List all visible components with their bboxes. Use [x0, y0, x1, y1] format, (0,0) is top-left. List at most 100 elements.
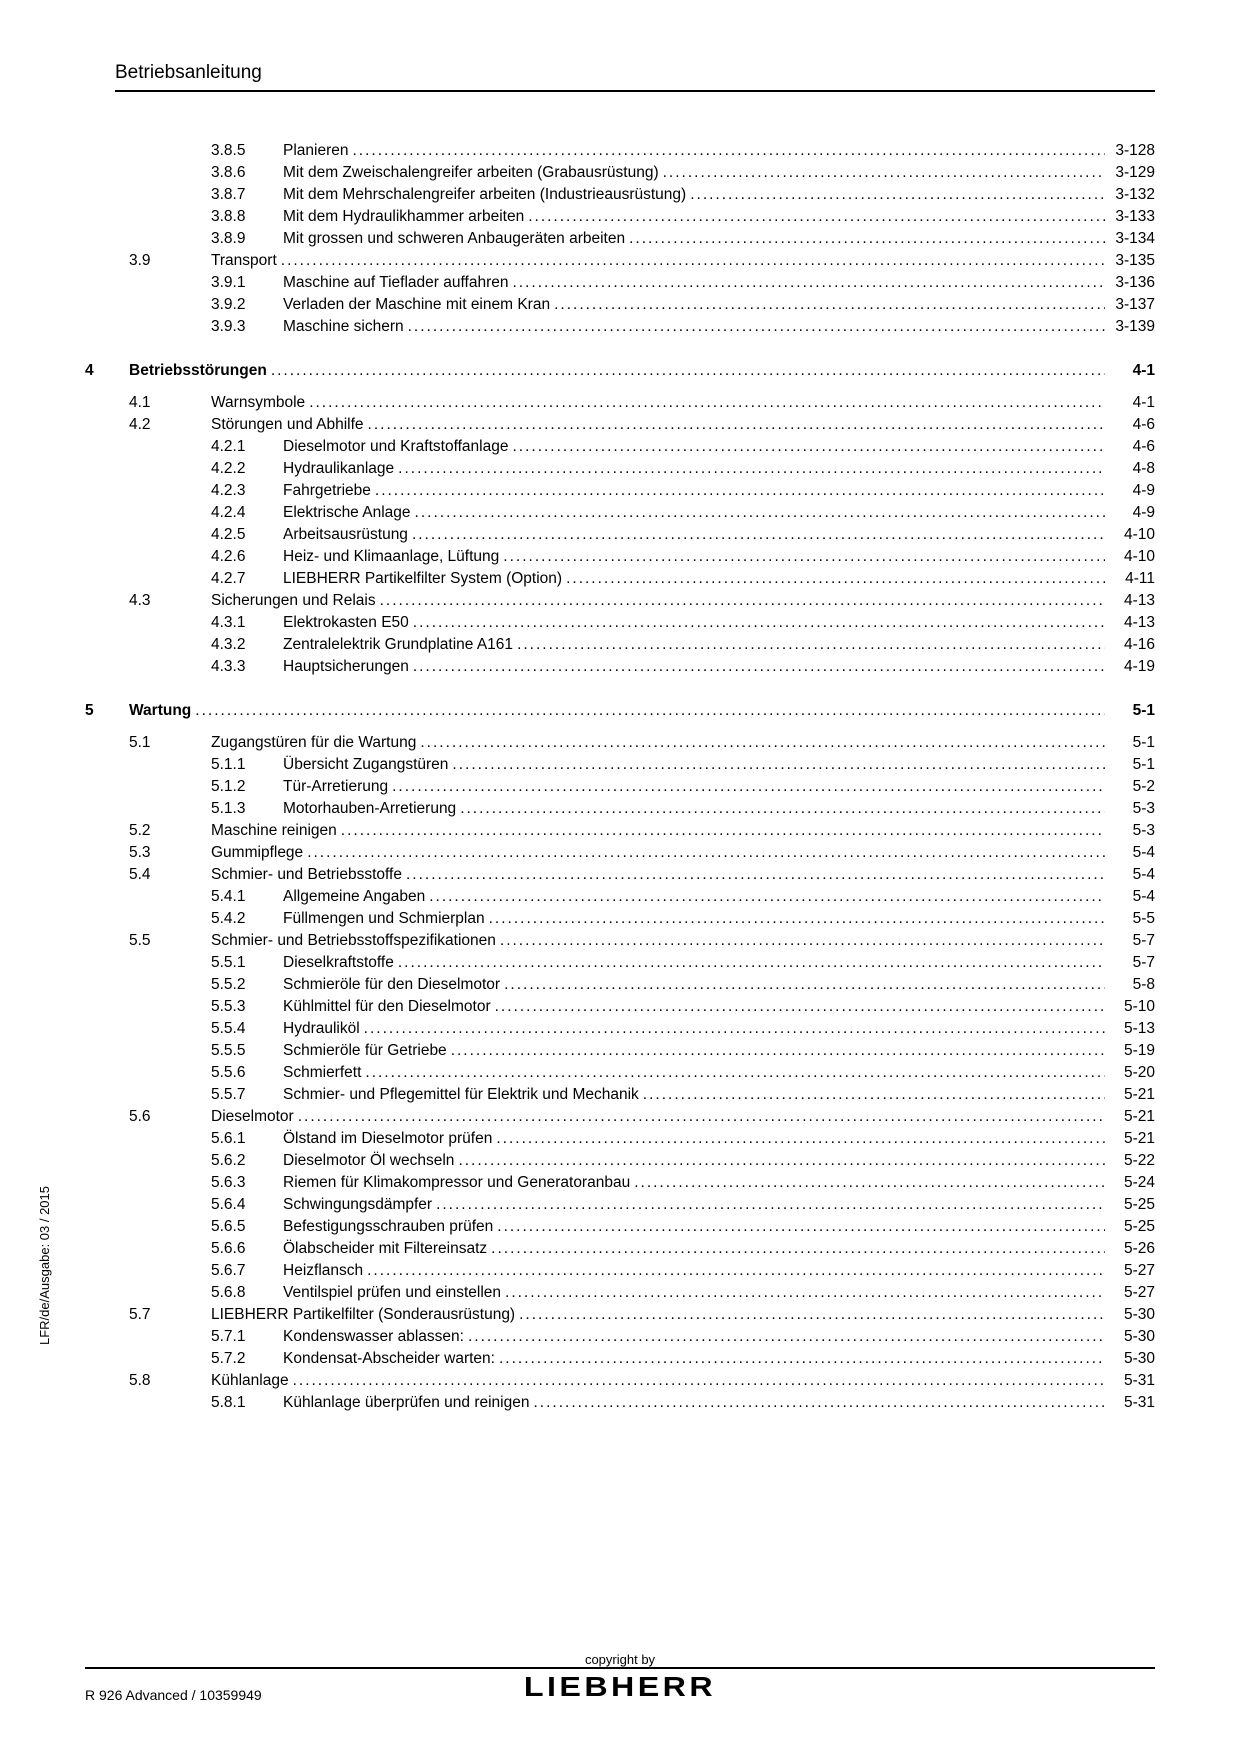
toc-text: Hydraulikanlage	[283, 458, 394, 480]
toc-row: 4.2.3Fahrgetriebe.......................…	[85, 480, 1155, 502]
toc-text: Kondensat-Abscheider warten:	[283, 1348, 495, 1370]
toc-number: 5.8.1	[211, 1392, 283, 1414]
toc-row: 4Betriebsstörungen......................…	[85, 360, 1155, 382]
toc-text: Störungen und Abhilfe	[211, 414, 364, 436]
toc-number: 5.6	[129, 1106, 211, 1128]
toc-page: 5-21	[1105, 1128, 1155, 1150]
toc-text: Mit dem Zweischalengreifer arbeiten (Gra…	[283, 162, 659, 184]
toc-text: Mit grossen und schweren Anbaugeräten ar…	[283, 228, 625, 250]
table-of-contents: 3.8.5Planieren..........................…	[85, 140, 1155, 1414]
toc-text: Dieselmotor und Kraftstoffanlage	[283, 436, 508, 458]
toc-number: 4.3.2	[211, 634, 283, 656]
toc-text: Maschine auf Tieflader auffahren	[283, 272, 508, 294]
toc-text: Ölstand im Dieselmotor prüfen	[283, 1128, 492, 1150]
toc-number: 5.7	[129, 1304, 211, 1326]
toc-page: 3-128	[1105, 140, 1155, 162]
toc-page: 4-10	[1105, 546, 1155, 568]
toc-page: 5-4	[1105, 864, 1155, 886]
toc-number: 4.2.1	[211, 436, 283, 458]
toc-text: Motorhauben-Arretierung	[283, 798, 456, 820]
toc-leader: ........................................…	[394, 458, 1105, 480]
toc-leader: ........................................…	[659, 162, 1105, 184]
toc-page: 3-134	[1105, 228, 1155, 250]
toc-page: 3-133	[1105, 206, 1155, 228]
toc-page: 5-31	[1105, 1370, 1155, 1392]
page: Betriebsanleitung 3.8.5Planieren........…	[0, 0, 1240, 1755]
toc-leader: ........................................…	[294, 1106, 1105, 1128]
toc-leader: ........................................…	[402, 864, 1105, 886]
toc-number: 5.1.3	[211, 798, 283, 820]
toc-leader: ........................................…	[454, 1150, 1105, 1172]
toc-number: 5.2	[129, 820, 211, 842]
toc-number: 4.3.3	[211, 656, 283, 678]
toc-text: LIEBHERR Partikelfilter System (Option)	[283, 568, 562, 590]
toc-text: Elektrokasten E50	[283, 612, 409, 634]
toc-number: 4	[85, 360, 129, 382]
toc-row: 5.6Dieselmotor..........................…	[85, 1106, 1155, 1128]
toc-number: 5.6.8	[211, 1282, 283, 1304]
toc-leader: ........................................…	[630, 1172, 1105, 1194]
toc-page: 5-21	[1105, 1106, 1155, 1128]
toc-number: 4.2.4	[211, 502, 283, 524]
toc-number: 5.5.5	[211, 1040, 283, 1062]
toc-row: 5.4Schmier- und Betriebsstoffe..........…	[85, 864, 1155, 886]
toc-page: 5-30	[1105, 1348, 1155, 1370]
toc-leader: ........................................…	[562, 568, 1105, 590]
toc-number: 5.5.4	[211, 1018, 283, 1040]
toc-leader: ........................................…	[625, 228, 1105, 250]
toc-text: Elektrische Anlage	[283, 502, 411, 524]
toc-row: 5.4.2Füllmengen und Schmierplan.........…	[85, 908, 1155, 930]
toc-number: 5.1.2	[211, 776, 283, 798]
toc-row: 5.5Schmier- und Betriebsstoffspezifikati…	[85, 930, 1155, 952]
toc-leader: ........................................…	[529, 1392, 1105, 1414]
toc-text: Transport	[211, 250, 277, 272]
toc-row: 5Wartung................................…	[85, 700, 1155, 722]
toc-leader: ........................................…	[409, 612, 1105, 634]
toc-page: 5-20	[1105, 1062, 1155, 1084]
toc-page: 5-5	[1105, 908, 1155, 930]
toc-text: Riemen für Klimakompressor und Generator…	[283, 1172, 630, 1194]
toc-number: 5.4.1	[211, 886, 283, 908]
toc-page: 4-1	[1105, 392, 1155, 414]
toc-number: 4.2.2	[211, 458, 283, 480]
toc-row: 4.2.4Elektrische Anlage.................…	[85, 502, 1155, 524]
toc-page: 4-11	[1105, 568, 1155, 590]
toc-page: 5-24	[1105, 1172, 1155, 1194]
toc-text: Allgemeine Angaben	[283, 886, 425, 908]
toc-leader: ........................................…	[305, 392, 1105, 414]
toc-row: 5.5.3Kühlmittel für den Dieselmotor.....…	[85, 996, 1155, 1018]
toc-number: 3.8.7	[211, 184, 283, 206]
toc-row: 4.3.3Hauptsicherungen...................…	[85, 656, 1155, 678]
toc-leader: ........................................…	[411, 502, 1105, 524]
toc-number: 4.1	[129, 392, 211, 414]
toc-text: Befestigungsschrauben prüfen	[283, 1216, 493, 1238]
toc-leader: ........................................…	[464, 1326, 1105, 1348]
toc-leader: ........................................…	[491, 996, 1105, 1018]
toc-row: 4.3Sicherungen und Relais...............…	[85, 590, 1155, 612]
toc-leader: ........................................…	[487, 1238, 1105, 1260]
toc-page: 5-4	[1105, 842, 1155, 864]
toc-row: 3.8.8Mit dem Hydraulikhammer arbeiten...…	[85, 206, 1155, 228]
toc-text: Schmier- und Pflegemittel für Elektrik u…	[283, 1084, 639, 1106]
toc-leader: ........................................…	[363, 1260, 1105, 1282]
toc-row: 4.2.7LIEBHERR Partikelfilter System (Opt…	[85, 568, 1155, 590]
toc-leader: ........................................…	[376, 590, 1105, 612]
toc-leader: ........................................…	[456, 798, 1105, 820]
toc-leader: ........................................…	[501, 1282, 1105, 1304]
toc-row: 4.2.5Arbeitsausrüstung..................…	[85, 524, 1155, 546]
toc-page: 5-27	[1105, 1282, 1155, 1304]
toc-leader: ........................................…	[408, 524, 1105, 546]
toc-page: 4-19	[1105, 656, 1155, 678]
toc-row: 3.8.9Mit grossen und schweren Anbaugerät…	[85, 228, 1155, 250]
toc-text: Gummipflege	[211, 842, 303, 864]
toc-page: 5-25	[1105, 1216, 1155, 1238]
toc-number: 5.6.7	[211, 1260, 283, 1282]
toc-row: 4.2Störungen und Abhilfe................…	[85, 414, 1155, 436]
toc-leader: ........................................…	[686, 184, 1105, 206]
toc-text: Kühlanlage	[211, 1370, 289, 1392]
toc-page: 5-1	[1105, 754, 1155, 776]
toc-leader: ........................................…	[513, 634, 1105, 656]
toc-leader: ........................................…	[432, 1194, 1105, 1216]
toc-page: 5-19	[1105, 1040, 1155, 1062]
toc-leader: ........................................…	[371, 480, 1105, 502]
